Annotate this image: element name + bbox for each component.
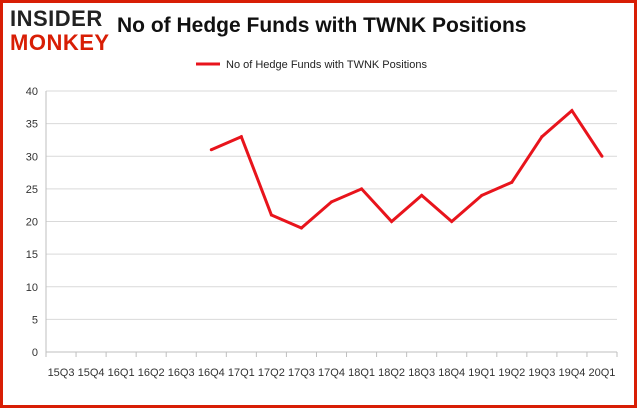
legend-label: No of Hedge Funds with TWNK Positions	[226, 59, 427, 71]
x-tick-label: 16Q4	[198, 367, 225, 379]
y-tick-label: 25	[26, 184, 38, 196]
x-tick-label: 18Q1	[348, 367, 375, 379]
x-tick-label: 19Q1	[468, 367, 495, 379]
x-tick-label: 19Q4	[558, 367, 585, 379]
gridlines	[46, 90, 617, 353]
x-tick-label: 20Q1	[589, 367, 616, 379]
data-point	[330, 200, 333, 204]
series-group	[209, 108, 604, 230]
data-point	[480, 193, 484, 197]
data-point	[570, 109, 574, 113]
data-point	[209, 148, 213, 152]
y-tick-label: 30	[26, 151, 38, 163]
x-tick-label: 17Q1	[228, 367, 255, 379]
series-line	[210, 108, 604, 230]
axes	[45, 91, 618, 357]
data-point	[420, 193, 424, 197]
x-axis-ticks: 15Q3 15Q4 16Q1 16Q2 16Q3 16Q4 17Q1 17Q2 17Q3 17Q4…	[48, 367, 616, 379]
chart-title: No of Hedge Funds with TWNK Positions	[117, 14, 527, 37]
x-tick-label: 17Q3	[288, 367, 315, 379]
x-tick-label: 16Q3	[168, 367, 195, 379]
data-point	[510, 180, 514, 184]
x-tick-label: 15Q4	[78, 367, 105, 379]
legend: No of Hedge Funds with TWNK Positions	[196, 59, 427, 71]
y-tick-label: 15	[26, 249, 38, 261]
logo-line-insider: INSIDER	[10, 6, 103, 31]
y-tick-label: 35	[26, 119, 38, 131]
data-point	[299, 226, 303, 230]
y-axis-ticks: 0 5 10 15 20 25 30 35 40	[26, 86, 38, 359]
insider-monkey-logo: INSIDER MONKEY	[10, 6, 118, 56]
x-tick-label: 16Q2	[138, 367, 165, 379]
x-tick-label: 18Q2	[378, 367, 405, 379]
x-tick-label: 18Q4	[438, 367, 465, 379]
data-point	[390, 220, 394, 223]
y-tick-label: 10	[26, 282, 38, 294]
x-tick-label: 16Q1	[108, 367, 135, 379]
x-tick-label: 19Q2	[498, 367, 525, 379]
x-tick-label: 17Q4	[318, 367, 345, 379]
x-tick-label: 19Q3	[528, 367, 555, 379]
y-tick-label: 0	[32, 347, 38, 359]
x-tick-label: 18Q3	[408, 367, 435, 379]
y-tick-label: 5	[32, 314, 38, 326]
data-point	[269, 213, 273, 217]
data-point	[450, 220, 454, 223]
data-point	[600, 154, 604, 158]
y-tick-label: 40	[26, 86, 38, 98]
data-point	[360, 187, 364, 191]
y-tick-label: 20	[26, 217, 38, 229]
x-tick-label: 15Q3	[48, 367, 75, 379]
logo-line-monkey: MONKEY	[10, 30, 110, 55]
data-point	[239, 135, 243, 139]
data-point	[540, 135, 544, 139]
x-tick-label: 17Q2	[258, 367, 285, 379]
